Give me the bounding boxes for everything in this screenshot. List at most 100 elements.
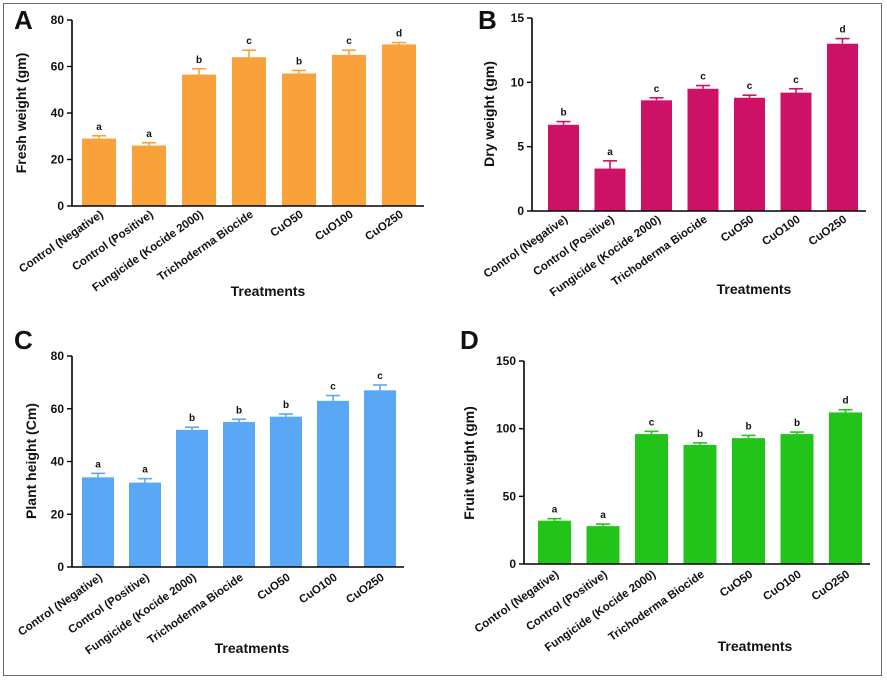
y-tick-label: 60	[51, 60, 65, 74]
y-tick-label: 150	[496, 354, 516, 368]
bar	[594, 168, 626, 211]
significance-letter: a	[96, 122, 102, 133]
bar	[223, 421, 255, 567]
bar	[182, 74, 216, 206]
y-tick-label: 50	[503, 489, 517, 503]
bar	[382, 44, 416, 206]
y-tick-label: 0	[57, 199, 64, 213]
bar	[734, 97, 765, 211]
category-label: Control (Positive)	[66, 572, 152, 637]
significance-letter: c	[793, 75, 799, 86]
panel-letter: C	[14, 325, 33, 355]
significance-letter: c	[700, 72, 706, 83]
significance-letter: b	[296, 56, 302, 67]
panel-b: Bb Control (Negative) a Control (Positive) c…	[478, 5, 866, 299]
bar	[829, 412, 862, 564]
bar	[548, 124, 579, 211]
bar	[176, 429, 208, 567]
panel-a: Aa Control (Negative) a Control (Positive) b…	[13, 5, 424, 299]
significance-letter: c	[377, 371, 383, 382]
significance-letter: b	[697, 429, 703, 440]
bar	[732, 438, 765, 564]
category-label: Control (Negative)	[482, 214, 571, 281]
significance-letter: b	[236, 405, 242, 416]
significance-letter: d	[839, 25, 845, 36]
bar	[538, 520, 571, 564]
significance-letter: c	[747, 81, 753, 92]
significance-letter: c	[330, 382, 336, 393]
significance-letter: c	[346, 36, 352, 47]
bar	[780, 434, 814, 564]
panel-letter: A	[14, 5, 33, 35]
y-tick-label: 80	[51, 349, 65, 363]
bar	[683, 444, 717, 564]
category-label: CuO100	[313, 209, 355, 244]
bar	[780, 92, 812, 211]
significance-letter: a	[600, 510, 606, 521]
category-label: CuO100	[297, 572, 339, 607]
significance-letter: c	[649, 417, 655, 428]
category-label: CuO250	[344, 572, 386, 607]
category-label: CuO250	[363, 209, 405, 244]
significance-letter: a	[146, 129, 152, 140]
category-label: CuO100	[760, 214, 802, 249]
y-tick-label: 80	[51, 13, 65, 27]
bar	[82, 477, 114, 567]
y-tick-label: 20	[51, 153, 65, 167]
bar	[364, 390, 396, 567]
category-label: Control (Positive)	[531, 214, 617, 279]
category-label: CuO50	[268, 209, 305, 240]
category-label: Trichoderma Biocide	[607, 569, 707, 644]
y-tick-label: 0	[509, 557, 516, 571]
y-tick-label: 40	[51, 455, 65, 469]
category-label: Trichoderma Biocide	[156, 209, 256, 284]
y-tick-label: 5	[517, 140, 524, 154]
bar	[332, 54, 366, 206]
category-label: CuO50	[719, 214, 756, 245]
bar	[827, 43, 858, 211]
y-axis-label: Plant height (Cm)	[23, 403, 39, 519]
panel-letter: D	[460, 325, 479, 355]
y-tick-label: 15	[511, 11, 525, 25]
bar	[132, 145, 166, 206]
y-tick-label: 0	[517, 204, 524, 218]
significance-letter: a	[142, 465, 148, 476]
x-axis-label: Treatments	[718, 638, 793, 654]
bar	[129, 482, 161, 567]
x-axis-label: Treatments	[717, 281, 792, 297]
category-label: CuO250	[810, 569, 852, 604]
significance-letter: a	[607, 147, 613, 158]
y-tick-label: 100	[496, 422, 516, 436]
category-label: Control (Negative)	[16, 572, 105, 639]
bar	[282, 73, 316, 206]
significance-letter: d	[396, 29, 402, 40]
bar	[586, 526, 620, 564]
panel-letter: B	[478, 5, 497, 35]
significance-letter: b	[560, 108, 566, 119]
category-label: CuO50	[255, 572, 292, 603]
y-tick-label: 0	[57, 560, 64, 574]
panel-d: Da Control (Negative) a Control (Positive) c…	[460, 325, 870, 654]
y-axis-label: Fresh weight (gm)	[13, 53, 29, 174]
significance-letter: c	[654, 84, 660, 95]
panel-c: Ca Control (Negative) a Control (Positive) b…	[14, 325, 404, 657]
significance-letter: c	[246, 36, 252, 47]
category-label: Control (Negative)	[473, 569, 562, 636]
y-tick-label: 10	[511, 75, 525, 89]
bar	[82, 138, 116, 206]
significance-letter: b	[196, 55, 202, 66]
y-axis-label: Fruit weight (gm)	[461, 406, 477, 520]
x-axis-label: Treatments	[215, 640, 290, 656]
significance-letter: b	[794, 418, 800, 429]
category-label: Control (Positive)	[70, 209, 156, 274]
bar	[635, 434, 668, 564]
category-label: CuO250	[807, 214, 849, 249]
significance-letter: b	[745, 421, 751, 432]
category-label: Control (Positive)	[524, 569, 610, 634]
y-tick-label: 60	[51, 402, 65, 416]
y-tick-label: 40	[51, 106, 65, 120]
y-axis-label: Dry weight (gm)	[481, 61, 497, 167]
bar	[232, 57, 266, 207]
bar	[687, 88, 719, 211]
